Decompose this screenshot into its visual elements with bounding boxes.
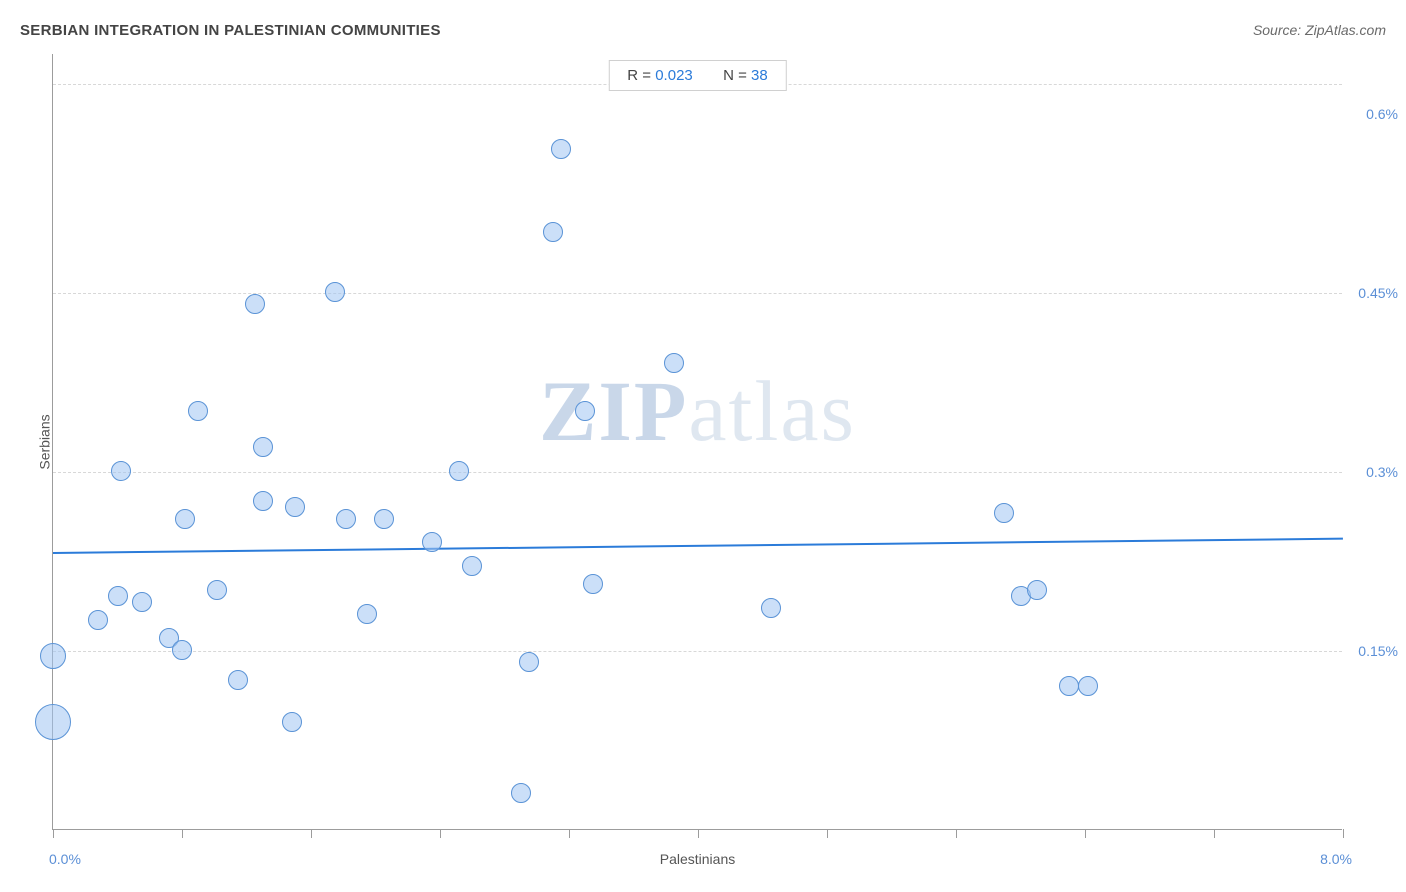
scatter-point <box>245 294 265 314</box>
scatter-point <box>664 353 684 373</box>
scatter-point <box>111 461 131 481</box>
x-tick <box>440 829 441 838</box>
scatter-point <box>285 497 305 517</box>
scatter-point <box>575 401 595 421</box>
scatter-point <box>336 509 356 529</box>
scatter-point <box>374 509 394 529</box>
n-label: N = <box>723 67 747 84</box>
scatter-point <box>253 491 273 511</box>
x-tick <box>182 829 183 838</box>
gridline <box>53 472 1342 473</box>
scatter-point <box>188 401 208 421</box>
y-axis-label: Serbians <box>37 414 53 469</box>
scatter-point <box>108 586 128 606</box>
x-tick <box>53 829 54 838</box>
gridline <box>53 293 1342 294</box>
x-tick <box>827 829 828 838</box>
scatter-point <box>519 652 539 672</box>
x-tick <box>1343 829 1344 838</box>
y-tick-label: 0.6% <box>1366 106 1398 122</box>
scatter-point <box>357 604 377 624</box>
scatter-point <box>422 532 442 552</box>
scatter-point <box>282 712 302 732</box>
scatter-point <box>253 437 273 457</box>
watermark-atlas: atlas <box>688 363 856 459</box>
trend-line <box>53 538 1343 554</box>
scatter-point <box>1027 580 1047 600</box>
scatter-point <box>543 222 563 242</box>
x-axis-label: Palestinians <box>660 851 736 867</box>
scatter-point <box>551 139 571 159</box>
y-tick-label: 0.45% <box>1358 285 1398 301</box>
x-tick <box>1214 829 1215 838</box>
scatter-point <box>207 580 227 600</box>
scatter-point <box>1078 676 1098 696</box>
y-tick-label: 0.15% <box>1358 643 1398 659</box>
r-value: 0.023 <box>655 67 693 84</box>
scatter-point <box>462 556 482 576</box>
scatter-point <box>325 282 345 302</box>
n-value: 38 <box>751 67 768 84</box>
chart-title: SERBIAN INTEGRATION IN PALESTINIAN COMMU… <box>20 22 1386 39</box>
stat-box: R = 0.023 N = 38 <box>608 60 786 91</box>
x-axis-start-label: 0.0% <box>49 851 81 867</box>
scatter-point <box>35 704 71 740</box>
x-tick <box>569 829 570 838</box>
scatter-point <box>88 610 108 630</box>
r-label: R = <box>627 67 651 84</box>
source-attribution: Source: ZipAtlas.com <box>1253 22 1386 38</box>
gridline <box>53 651 1342 652</box>
x-tick <box>311 829 312 838</box>
scatter-point <box>132 592 152 612</box>
x-tick <box>698 829 699 838</box>
chart-header: SERBIAN INTEGRATION IN PALESTINIAN COMMU… <box>20 22 1386 46</box>
y-tick-label: 0.3% <box>1366 464 1398 480</box>
scatter-point <box>172 640 192 660</box>
scatter-point <box>761 598 781 618</box>
scatter-plot-area: ZIPatlas 0.15%0.3%0.45%0.6% Serbians Pal… <box>52 54 1342 830</box>
scatter-point <box>583 574 603 594</box>
x-tick <box>956 829 957 838</box>
scatter-point <box>228 670 248 690</box>
scatter-point <box>1059 676 1079 696</box>
x-tick <box>1085 829 1086 838</box>
scatter-point <box>511 783 531 803</box>
x-axis-end-label: 8.0% <box>1320 851 1352 867</box>
scatter-point <box>175 509 195 529</box>
watermark-zip: ZIP <box>539 363 688 459</box>
scatter-point <box>40 643 66 669</box>
scatter-point <box>994 503 1014 523</box>
scatter-point <box>449 461 469 481</box>
